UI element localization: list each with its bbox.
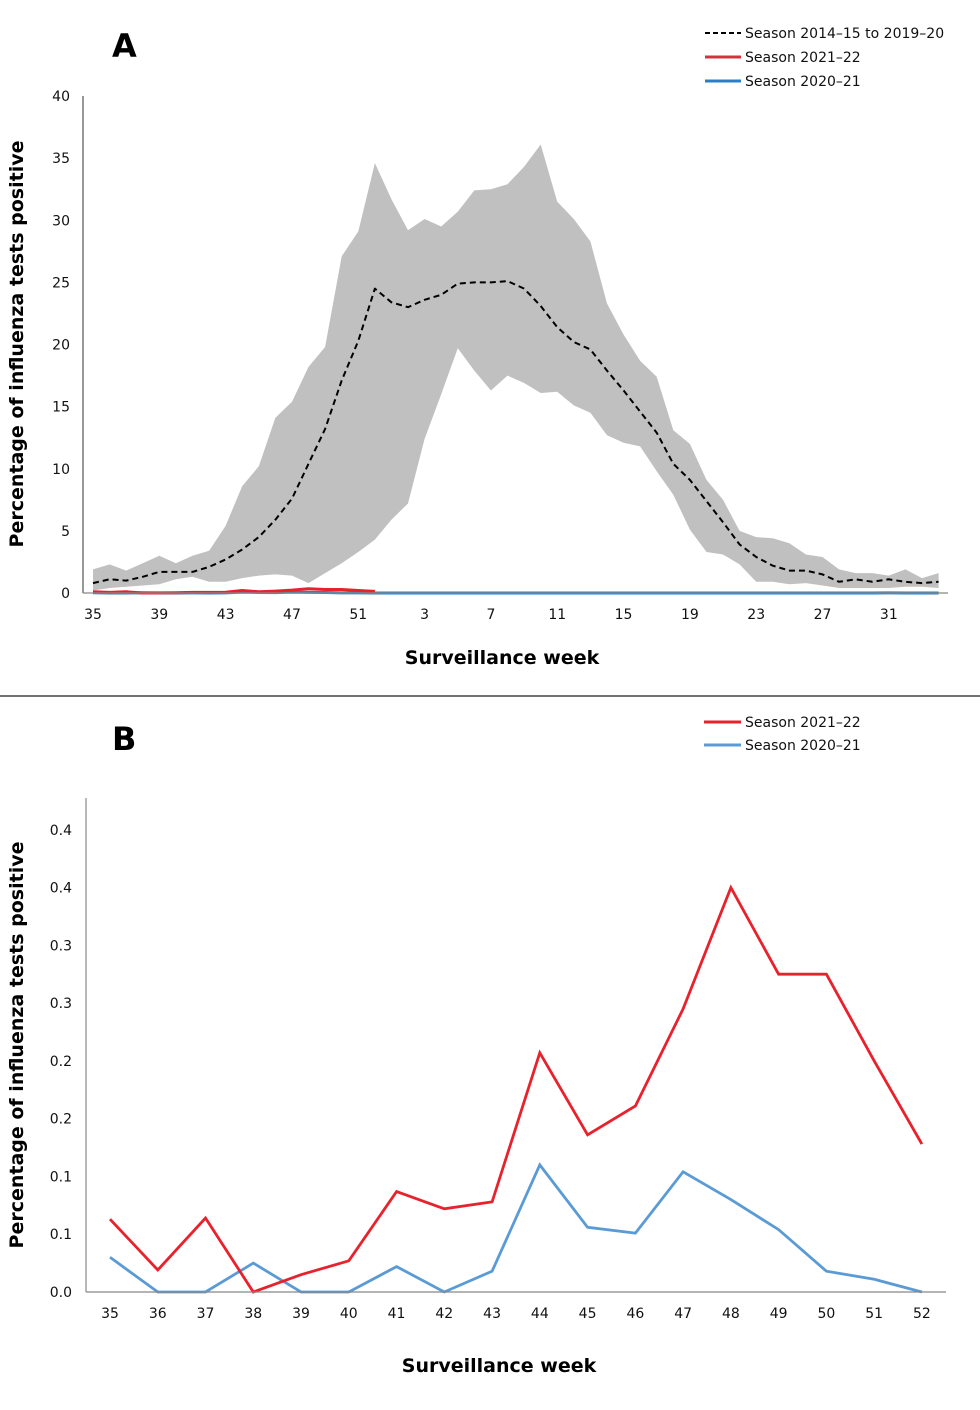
y-tick-label: 15 — [52, 400, 70, 416]
legend-item: Season 2020–21 — [705, 74, 861, 90]
y-tick-label: 0.2 — [50, 1112, 72, 1128]
x-tick-label: 23 — [747, 607, 765, 623]
chart-b: B 0.0 0.1 0.1 0.2 0.2 0.3 0.3 0.4 0.4 35 36 37 38 39… — [6, 715, 946, 1377]
x-tick-label: 47 — [283, 607, 301, 623]
y-tick-label: 35 — [52, 151, 70, 167]
panel-label-b: B — [112, 720, 136, 758]
y-tick-label: 40 — [52, 89, 70, 105]
x-tick-label: 37 — [197, 1306, 215, 1322]
y-tick-label: 30 — [52, 213, 70, 229]
y-tick-label: 0.0 — [50, 1285, 72, 1301]
x-tick-label: 43 — [217, 607, 235, 623]
x-tick-label: 46 — [626, 1306, 644, 1322]
x-tick-label: 27 — [814, 607, 832, 623]
x-tick-label: 19 — [681, 607, 699, 623]
x-tick-labels: 35 36 37 38 39 40 41 42 43 44 45 46 47 48 49 50 51 52 — [101, 1306, 931, 1322]
y-tick-label: 0.4 — [50, 881, 72, 897]
x-tick-label: 49 — [770, 1306, 788, 1322]
legend-label: Season 2021–22 — [745, 50, 861, 66]
legend-label: Season 2021–22 — [745, 715, 861, 731]
y-axis-title: Percentage of influenza tests positive — [6, 141, 28, 548]
panel-label-a: A — [112, 27, 137, 65]
x-tick-label: 42 — [435, 1306, 453, 1322]
x-tick-label: 7 — [486, 607, 495, 623]
y-tick-label: 20 — [52, 338, 70, 354]
x-tick-label: 15 — [615, 607, 633, 623]
x-tick-label: 11 — [548, 607, 566, 623]
y-tick-label: 0 — [61, 586, 70, 602]
x-axis-title: Surveillance week — [405, 647, 600, 669]
x-tick-label: 52 — [913, 1306, 931, 1322]
y-tick-label: 0.1 — [50, 1169, 72, 1185]
x-tick-label: 39 — [150, 607, 168, 623]
y-tick-label: 0.2 — [50, 1054, 72, 1070]
x-tick-label: 35 — [101, 1306, 119, 1322]
series-lines — [108, 884, 924, 1294]
legend-label: Season 2020–21 — [745, 738, 861, 754]
x-tick-labels: 35 39 43 47 51 3 7 11 15 19 23 27 31 — [84, 607, 898, 623]
y-tick-label: 25 — [52, 275, 70, 291]
legend-item: Season 2020–21 — [704, 738, 861, 754]
range-band-area — [93, 144, 939, 591]
y-tick-labels: 0 5 10 15 20 25 30 35 40 — [52, 89, 70, 602]
x-tick-label: 31 — [880, 607, 898, 623]
x-tick-label: 47 — [674, 1306, 692, 1322]
series-line-season-2021-22 — [108, 884, 924, 1294]
y-tick-label: 0.3 — [50, 996, 72, 1012]
x-tick-label: 38 — [244, 1306, 262, 1322]
y-axis-title: Percentage of influenza tests positive — [6, 842, 28, 1249]
x-tick-label: 48 — [722, 1306, 740, 1322]
x-tick-label: 45 — [579, 1306, 597, 1322]
x-tick-label: 51 — [349, 607, 367, 623]
x-tick-label: 35 — [84, 607, 102, 623]
x-axis-title: Surveillance week — [402, 1355, 597, 1377]
y-tick-label: 0.1 — [50, 1227, 72, 1243]
chart-a: A 0 5 10 15 20 25 30 35 40 35 39 43 47 51 3 7 11 15 19 23 2… — [6, 26, 948, 669]
legend-item: Season 2021–22 — [704, 715, 861, 731]
legend-item: Season 2021–22 — [705, 50, 861, 66]
legend: Season 2014–15 to 2019–20 Season 2021–22… — [705, 26, 944, 90]
y-tick-label: 5 — [61, 524, 70, 540]
range-band — [93, 144, 939, 591]
x-tick-label: 41 — [388, 1306, 406, 1322]
y-tick-label: 0.3 — [50, 938, 72, 954]
x-tick-label: 43 — [483, 1306, 501, 1322]
y-tick-labels: 0.0 0.1 0.1 0.2 0.2 0.3 0.3 0.4 0.4 — [50, 823, 72, 1301]
x-tick-label: 40 — [340, 1306, 358, 1322]
series-line-season-2020-21 — [109, 1162, 923, 1294]
legend-item: Season 2014–15 to 2019–20 — [705, 26, 944, 42]
legend-label: Season 2020–21 — [745, 74, 861, 90]
legend-label: Season 2014–15 to 2019–20 — [745, 26, 944, 42]
legend: Season 2021–22 Season 2020–21 — [704, 715, 861, 754]
x-tick-label: 3 — [420, 607, 429, 623]
y-tick-label: 10 — [52, 462, 70, 478]
x-tick-label: 44 — [531, 1306, 549, 1322]
x-tick-label: 36 — [149, 1306, 167, 1322]
x-tick-label: 39 — [292, 1306, 310, 1322]
y-tick-label: 0.4 — [50, 823, 72, 839]
x-tick-label: 50 — [817, 1306, 835, 1322]
x-tick-label: 51 — [865, 1306, 883, 1322]
